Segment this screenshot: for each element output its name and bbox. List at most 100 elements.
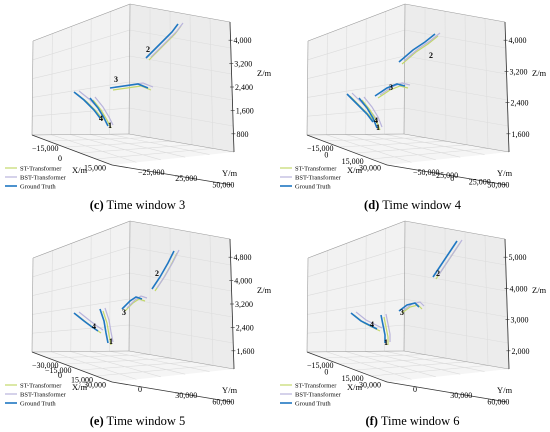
box-edge <box>403 220 406 352</box>
trajectory-number-label: 3 <box>114 75 118 84</box>
x-tick-label: −15,000 <box>45 366 72 375</box>
x-tick-label: −15,000 <box>307 144 334 153</box>
back-left-pane <box>307 4 405 135</box>
chart-panel-c: 4,000 3,200 2,400 1,600 800 Z/m −15,000 0 15,000… <box>0 0 275 194</box>
x-axis-label: X/m <box>72 382 88 392</box>
floor-pane <box>32 134 234 165</box>
box-edge <box>128 133 235 153</box>
box-edge <box>307 220 406 259</box>
y-axis-label: Y/m <box>497 385 513 395</box>
trajectory-number-label: 2 <box>155 269 159 278</box>
z-axis-line <box>504 238 510 370</box>
chart-panel-d: 4,000 3,200 2,400 1,600 Z/m −15,000 0 15,000 30,… <box>275 0 550 194</box>
x-tick-label: 15,000 <box>342 374 364 383</box>
box-edge <box>128 220 131 352</box>
y-axis-line <box>386 164 508 186</box>
z-tick-label: 2,400 <box>235 83 253 92</box>
bst-transformer-line <box>379 82 411 96</box>
z-tick-label: 4,000 <box>234 277 252 286</box>
st-transformer-line <box>361 99 381 131</box>
y-tick-label: 0 <box>450 174 454 183</box>
ground-truth-line <box>398 33 436 63</box>
chart-svg-e: 4,800 4,000 3,200 2,400 1,600 Z/m −30,000−15,0… <box>5 220 272 408</box>
legend-label: ST-Transformer <box>20 383 62 390</box>
x-tick-label: 0 <box>324 151 328 160</box>
caption-e: (e) Time window 5 <box>0 414 275 429</box>
st-transformer-line <box>92 99 112 129</box>
legend-label: ST-Transformer <box>20 166 62 173</box>
box-edge <box>403 350 510 370</box>
box-edge <box>306 350 405 353</box>
z-tick-label: 3,200 <box>510 67 528 76</box>
z-tick-label: 5,000 <box>509 253 527 262</box>
z-tick-label: 2,400 <box>236 323 254 332</box>
trajectory-number-label: 2 <box>429 51 433 60</box>
legend-label: ST-Transformer <box>295 383 337 390</box>
x-axis-line <box>306 134 388 166</box>
st-transformer-line <box>102 310 112 346</box>
caption-c: (c) Time window 3 <box>0 198 275 213</box>
y-axis-line <box>386 381 508 403</box>
legend-label: ST-Transformer <box>295 166 337 173</box>
legend-label: BST-Transformer <box>20 392 67 399</box>
z-axis-label: Z/m <box>532 285 547 295</box>
box-edge <box>31 40 34 136</box>
trajectory-number-label: 4 <box>370 320 374 329</box>
z-axis-label: Z/m <box>257 285 272 295</box>
st-transformer-line <box>383 316 389 345</box>
x-tick-label: 0 <box>58 371 62 380</box>
y-tick-label: −25,000 <box>432 171 459 180</box>
ground-truth-line <box>109 83 149 89</box>
box-edge <box>306 257 309 353</box>
box-edge <box>128 3 131 135</box>
y-axis-label: Y/m <box>497 168 513 178</box>
bst-transformer-line <box>150 22 184 58</box>
ground-truth-line <box>358 97 378 129</box>
box-edge <box>31 350 130 353</box>
ground-truth-line <box>89 97 109 127</box>
legend-label: BST-Transformer <box>295 175 342 182</box>
z-tick-label: 1,600 <box>511 130 529 139</box>
y-tick-label: 50,000 <box>212 180 234 189</box>
legend-label: Ground Truth <box>20 184 56 191</box>
y-tick-label: 25,000 <box>469 177 491 186</box>
y-tick-label: 0 <box>138 385 142 394</box>
trajectory-number-label: 4 <box>374 116 378 125</box>
ground-truth-line <box>121 296 143 310</box>
box-edge <box>129 220 231 240</box>
x-tick-label: 15,000 <box>84 164 106 173</box>
trajectory-number-label: 3 <box>122 308 126 317</box>
x-axis-label: X/m <box>347 165 363 175</box>
bst-transformer-line <box>156 249 180 289</box>
y-tick-label: 25,000 <box>175 174 197 183</box>
bst-transformer-line <box>403 32 441 62</box>
box-edge <box>403 133 510 153</box>
box-edge <box>404 3 506 23</box>
back-left-pane <box>32 221 130 352</box>
legend-label: Ground Truth <box>295 184 331 191</box>
box-edge <box>32 220 131 259</box>
z-tick-label: 800 <box>236 130 248 139</box>
z-tick-label: 1,600 <box>236 106 254 115</box>
y-tick-label: 30,000 <box>450 391 472 400</box>
x-tick-label: 30,000 <box>84 381 106 390</box>
y-tick-label: 60,000 <box>212 397 234 406</box>
box-edge <box>306 40 309 136</box>
box-edge <box>403 3 406 135</box>
st-transformer-line <box>401 304 423 314</box>
chart-panel-f: 5,000 4,000 3,000 2,000 Z/m −15,000 0 15,000 30,… <box>275 217 550 411</box>
z-tick-label: 2,400 <box>510 99 528 108</box>
back-right-pane <box>129 221 234 369</box>
box-edge <box>128 350 235 370</box>
st-transformer-line <box>377 85 409 99</box>
legend-label: BST-Transformer <box>20 175 67 182</box>
trajectory-number-label: 3 <box>389 83 393 92</box>
caption-f-title: Time window 6 <box>380 414 460 428</box>
bst-transformer-line <box>78 311 104 331</box>
bst-transformer-line <box>355 311 383 329</box>
chart-svg-f: 5,0004,0003,0002,000Z/m−15,000015,00030,… <box>280 220 547 408</box>
box-edge <box>32 3 131 42</box>
x-axis-label: X/m <box>72 165 88 175</box>
floor-pane <box>32 351 234 382</box>
